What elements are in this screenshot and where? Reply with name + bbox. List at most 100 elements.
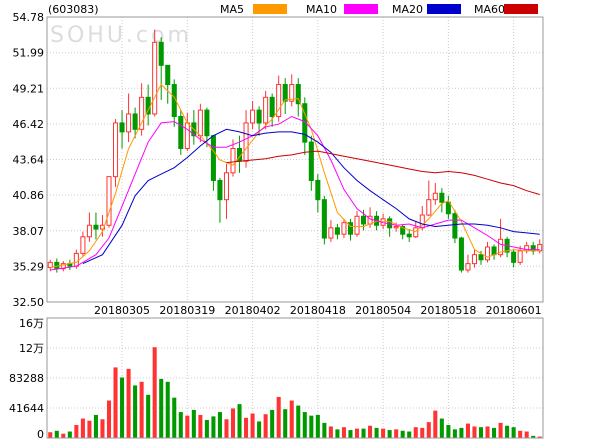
volume-bar — [498, 422, 503, 438]
candle-body — [302, 103, 308, 143]
volume-bar — [230, 408, 236, 438]
date-label: 20180418 — [290, 304, 346, 317]
volume-bar — [198, 414, 203, 438]
volume-tick-label: 12万 — [19, 342, 44, 355]
candle-body — [465, 263, 471, 271]
candle-body — [517, 250, 523, 263]
volume-bar — [191, 409, 196, 438]
candle-body — [445, 201, 451, 215]
price-tick-label: 32.50 — [13, 296, 45, 309]
volume-bar — [472, 426, 477, 438]
volume-bar — [120, 377, 125, 438]
candle-body — [250, 109, 256, 124]
volume-bar — [250, 413, 255, 438]
candle-body — [347, 222, 353, 235]
price-tick-label: 46.42 — [13, 118, 45, 131]
volume-bar — [276, 396, 281, 438]
volume-tick-label: 0 — [37, 428, 44, 440]
volume-bar — [296, 405, 301, 438]
volume-tick-label: 41644 — [9, 402, 44, 415]
price-tick-label: 51.99 — [13, 47, 45, 60]
volume-bar — [413, 427, 418, 438]
candle-body — [204, 109, 210, 137]
candle-body — [289, 84, 295, 102]
candle-body — [511, 251, 517, 263]
volume-bar — [524, 431, 529, 438]
candle-body — [119, 122, 125, 133]
candle-body — [106, 176, 112, 226]
date-label: 20180319 — [159, 304, 215, 317]
legend-label-ma5: MA5 — [220, 3, 244, 16]
volume-bar — [133, 385, 138, 438]
ma-legend: MA5 MA10 MA20 MA60 — [220, 3, 538, 16]
volume-bar — [537, 436, 542, 438]
candle-body — [400, 226, 406, 235]
candle-body — [315, 179, 321, 201]
volume-bar — [465, 423, 470, 438]
legend-label-ma20: MA20 — [392, 3, 423, 16]
candle-body — [73, 252, 79, 267]
ma-line-ma60 — [226, 150, 540, 195]
volume-bar — [139, 381, 144, 438]
candle-body — [341, 222, 347, 235]
volume-bar — [283, 409, 288, 438]
candle-body — [295, 84, 301, 105]
volume-bar — [400, 430, 405, 438]
date-axis-labels: 20180305 20180319 20180402 20180418 20180504… — [94, 304, 542, 317]
volume-bar — [433, 410, 438, 438]
date-label: 20180518 — [420, 304, 476, 317]
volume-bar — [368, 425, 373, 438]
price-axis-ticks: 54.78 51.99 49.21 46.42 43.64 40.86 38.07 35.29… — [13, 11, 45, 309]
price-panel: 54.78 51.99 49.21 46.42 43.64 40.86 38.07 35.29… — [13, 11, 544, 309]
ma-line-ma5 — [50, 83, 540, 268]
volume-bar — [211, 416, 216, 438]
volume-bar — [224, 419, 229, 438]
volume-bar — [478, 427, 484, 438]
candle-body — [334, 227, 340, 235]
price-gridlines — [47, 17, 543, 302]
legend-swatch-ma10 — [344, 4, 378, 14]
volume-bar — [178, 412, 183, 438]
price-frame — [46, 16, 544, 303]
volume-bar — [387, 430, 392, 438]
candle-body — [158, 41, 164, 66]
price-tick-label: 38.07 — [13, 225, 45, 238]
volume-bars — [48, 347, 542, 438]
volume-bar — [263, 414, 268, 438]
volume-bar — [341, 427, 346, 438]
volume-bar — [289, 400, 294, 438]
candle-body — [321, 199, 327, 239]
volume-bar — [446, 425, 451, 438]
volume-bar — [74, 425, 79, 438]
volume-bar — [159, 378, 164, 438]
price-tick-label: 40.86 — [13, 189, 45, 202]
candle-body — [223, 172, 229, 201]
candle-body — [93, 224, 99, 230]
candle-body — [263, 96, 269, 124]
volume-bar — [394, 429, 399, 438]
legend-label-ma10: MA10 — [306, 3, 337, 16]
candle-body — [471, 254, 477, 265]
volume-bar — [302, 412, 307, 438]
volume-bar — [67, 431, 72, 438]
volume-bar — [361, 428, 366, 438]
volume-bar — [531, 435, 536, 438]
date-label: 20180504 — [355, 304, 411, 317]
candle-body — [113, 122, 119, 178]
price-tick-label: 35.29 — [13, 260, 45, 273]
volume-bar — [315, 414, 320, 438]
price-tick-label: 49.21 — [13, 82, 45, 95]
candle-body — [132, 113, 138, 130]
candle-body — [139, 96, 145, 130]
candle-body — [197, 109, 203, 137]
volume-bar — [126, 368, 131, 438]
volume-bar — [270, 409, 275, 438]
date-label: 20180305 — [94, 304, 150, 317]
volume-bar — [459, 427, 464, 438]
stock-code: (603083) — [48, 3, 99, 16]
candle-body — [80, 236, 86, 254]
volume-bar — [93, 414, 98, 438]
candle-body — [452, 213, 458, 239]
volume-axis-ticks: 16万 12万 83288 41644 0 — [9, 317, 44, 440]
